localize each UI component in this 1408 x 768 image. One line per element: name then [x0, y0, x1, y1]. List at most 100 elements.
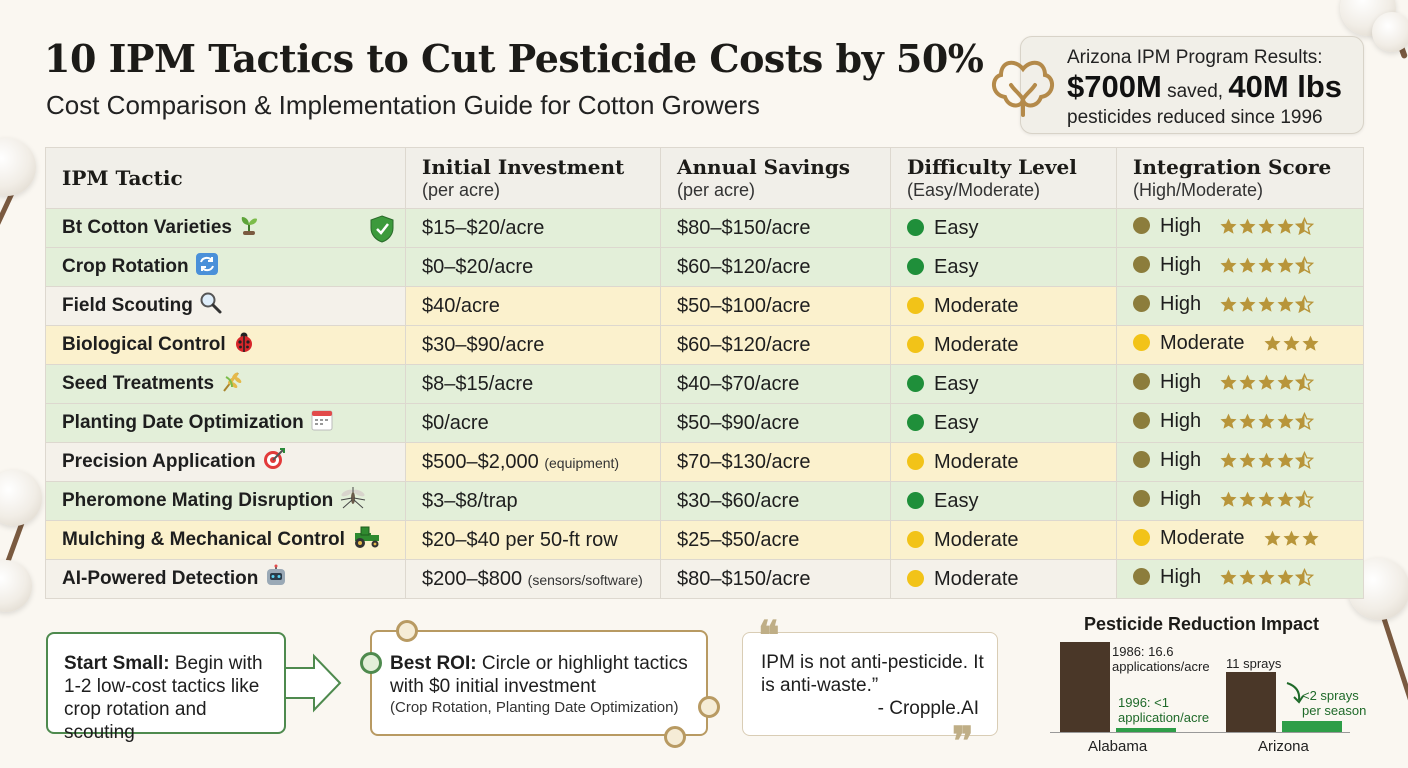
- integration-cell: High: [1116, 403, 1364, 443]
- savings-cell: $60–$120/acre: [660, 325, 891, 365]
- difficulty-dot: [907, 296, 924, 314]
- page-title: 10 IPM Tactics to Cut Pesticide Costs by…: [44, 36, 984, 81]
- robot-icon: [264, 564, 288, 594]
- investment-value: $3–$8/trap: [422, 489, 518, 512]
- start-small-callout: Start Small: Begin with 1-2 low-cost tac…: [46, 632, 286, 743]
- difficulty-cell: Easy: [890, 208, 1117, 248]
- star-rating: [1219, 411, 1315, 436]
- savings-cell: $25–$50/acre: [660, 520, 891, 560]
- wheat-icon: [220, 369, 244, 399]
- column-header-2: Annual Savings (per acre): [660, 147, 891, 209]
- integration-cell: High: [1116, 364, 1364, 404]
- page-subtitle: Cost Comparison & Implementation Guide f…: [46, 90, 760, 120]
- difficulty-dot: [907, 257, 924, 275]
- investment-note: (equipment): [544, 454, 620, 471]
- difficulty-value: Easy: [934, 372, 979, 395]
- saved-value: $700M: [1067, 69, 1162, 104]
- difficulty-dot: [907, 335, 924, 353]
- savings-value: $80–$150/acre: [677, 567, 811, 590]
- investment-value: $0/acre: [422, 411, 489, 434]
- tactic-name: Biological Control: [62, 334, 226, 356]
- integration-dot: [1133, 412, 1150, 429]
- integration-value: Moderate: [1160, 332, 1245, 354]
- star-rating: [1219, 450, 1315, 475]
- savings-value: $50–$90/acre: [677, 411, 800, 434]
- integration-cell: Moderate: [1116, 325, 1364, 365]
- column-header-3: Difficulty Level (Easy/Moderate): [890, 147, 1117, 209]
- investment-cell: $8–$15/acre: [405, 364, 661, 404]
- bar-label: 1996: <1 application/acre: [1118, 695, 1210, 725]
- rotate-icon: [195, 252, 219, 282]
- best-roi-examples: (Crop Rotation, Planting Date Optimizati…: [390, 699, 679, 716]
- investment-cell: $20–$40 per 50-ft row: [405, 520, 661, 560]
- difficulty-value: Easy: [934, 489, 979, 512]
- column-subtitle: (High/Moderate): [1133, 180, 1264, 200]
- investment-value: $40/acre: [422, 294, 500, 317]
- integration-value: High: [1160, 410, 1202, 432]
- savings-value: $60–$120/acre: [677, 255, 811, 278]
- tactic-cell: Precision Application: [45, 442, 406, 482]
- close-quote-icon: ❞: [952, 718, 974, 765]
- savings-cell: $80–$150/acre: [660, 559, 891, 599]
- integration-dot: [1133, 490, 1150, 507]
- tactic-cell: Bt Cotton Varieties: [45, 208, 406, 249]
- star-rating: [1219, 216, 1315, 241]
- tactic-cell: Biological Control: [45, 325, 406, 365]
- ladybug-icon: [232, 330, 256, 360]
- open-quote-icon: ❝: [758, 612, 780, 659]
- start-small-label: Start Small:: [64, 653, 170, 674]
- integration-dot: [1133, 568, 1150, 585]
- chart-bar: [1060, 642, 1110, 732]
- investment-cell: $30–$90/acre: [405, 325, 661, 365]
- tactic-cell: Crop Rotation: [45, 247, 406, 287]
- saved-word: saved,: [1161, 81, 1229, 102]
- savings-value: $70–$130/acre: [677, 450, 811, 473]
- table-row: Precision Application $500–$2,000 (equipm…: [45, 442, 1364, 482]
- sprout-icon: [238, 214, 260, 242]
- star-rating: [1219, 372, 1315, 397]
- integration-value: High: [1160, 293, 1202, 315]
- investment-cell: $40/acre: [405, 286, 661, 326]
- pesticide-reduction-chart: Pesticide Reduction Impact 1986: 16.6 ap…: [1040, 610, 1366, 760]
- tactic-cell: Planting Date Optimization: [45, 403, 406, 443]
- difficulty-cell: Easy: [890, 403, 1117, 443]
- table-row: Planting Date Optimization $0/acre $50–$90…: [45, 403, 1364, 443]
- chart-bar: [1282, 721, 1342, 732]
- table-row: Bt Cotton Varieties $15–$20/acre $80–$150/…: [45, 208, 1364, 249]
- savings-cell: $50–$90/acre: [660, 403, 891, 443]
- integration-dot: [1133, 373, 1150, 390]
- column-title: Difficulty Level: [907, 155, 1077, 179]
- mosquito-icon: [339, 486, 367, 516]
- difficulty-dot: [907, 374, 924, 392]
- difficulty-value: Moderate: [934, 528, 1019, 551]
- table-row: Seed Treatments $8–$15/acre $40–$70/acre Ea…: [45, 364, 1364, 404]
- difficulty-value: Moderate: [934, 450, 1019, 473]
- arrow-down-icon: [1284, 680, 1306, 711]
- integration-dot: [1133, 529, 1150, 546]
- results-heading: Arizona IPM Program Results:: [1067, 47, 1323, 68]
- integration-value: High: [1160, 488, 1202, 510]
- integration-cell: High: [1116, 481, 1364, 521]
- column-header-4: Integration Score (High/Moderate): [1116, 147, 1364, 209]
- chart-bar: [1226, 672, 1276, 732]
- quote-text: IPM is not anti-pesticide. It is anti-wa…: [761, 652, 984, 696]
- tactic-name: Precision Application: [62, 451, 256, 473]
- category-label: Alabama: [1088, 738, 1148, 755]
- tactic-cell: Seed Treatments: [45, 364, 406, 404]
- column-title: IPM Tactic: [62, 166, 183, 190]
- difficulty-cell: Easy: [890, 247, 1117, 287]
- savings-value: $60–$120/acre: [677, 333, 811, 356]
- integration-value: High: [1160, 566, 1202, 588]
- star-rating: [1263, 529, 1320, 553]
- integration-dot: [1133, 334, 1150, 351]
- difficulty-cell: Easy: [890, 364, 1117, 404]
- savings-value: $30–$60/acre: [677, 489, 800, 512]
- column-header-0: IPM Tactic: [45, 147, 406, 209]
- tactic-cell: Mulching & Mechanical Control: [45, 520, 406, 560]
- savings-cell: $30–$60/acre: [660, 481, 891, 521]
- shield-icon: [369, 215, 395, 249]
- difficulty-dot: [907, 530, 924, 548]
- lbs-value: 40M lbs: [1228, 69, 1343, 104]
- investment-cell: $15–$20/acre: [405, 208, 661, 248]
- difficulty-dot: [907, 569, 924, 587]
